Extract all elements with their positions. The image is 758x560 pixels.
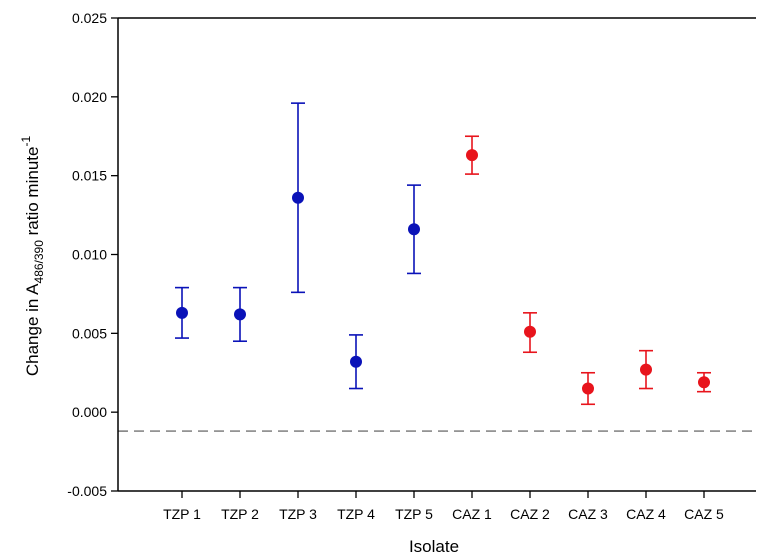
x-tick-label: CAZ 4 <box>626 506 666 522</box>
y-tick-label: -0.005 <box>67 483 107 499</box>
x-tick-label: CAZ 2 <box>510 506 550 522</box>
x-tick-label: TZP 3 <box>279 506 317 522</box>
y-axis-title-main: Change in A <box>23 283 42 376</box>
data-point <box>524 325 536 338</box>
data-point <box>176 306 188 319</box>
y-tick-label: 0.025 <box>72 10 107 26</box>
data-point <box>292 191 304 204</box>
y-axis-title-subscript: 486/390 <box>32 240 46 284</box>
y-axis-title: Change in A486/390 ratio minute-1 <box>19 136 46 377</box>
y-tick-label: 0.000 <box>72 404 107 420</box>
data-point <box>466 149 478 162</box>
x-tick-label: TZP 2 <box>221 506 259 522</box>
x-tick-label: CAZ 1 <box>452 506 492 522</box>
x-tick-label: TZP 5 <box>395 506 433 522</box>
x-tick-label: CAZ 3 <box>568 506 608 522</box>
x-axis-title: Isolate <box>409 537 459 556</box>
y-axis-title-superscript: -1 <box>19 136 33 147</box>
x-tick-label: TZP 4 <box>337 506 375 522</box>
data-point <box>640 363 652 376</box>
y-tick-label: 0.015 <box>72 168 107 184</box>
x-tick-label: TZP 1 <box>163 506 201 522</box>
y-tick-label: 0.020 <box>72 89 107 105</box>
data-point <box>582 382 594 395</box>
data-point <box>408 223 420 236</box>
data-point <box>698 376 710 389</box>
x-tick-label: CAZ 5 <box>684 506 724 522</box>
y-axis-title-middle: ratio minute <box>23 147 42 241</box>
data-point <box>234 308 246 321</box>
data-point <box>350 355 362 368</box>
y-tick-label: 0.010 <box>72 247 107 263</box>
y-tick-label: 0.005 <box>72 325 107 341</box>
